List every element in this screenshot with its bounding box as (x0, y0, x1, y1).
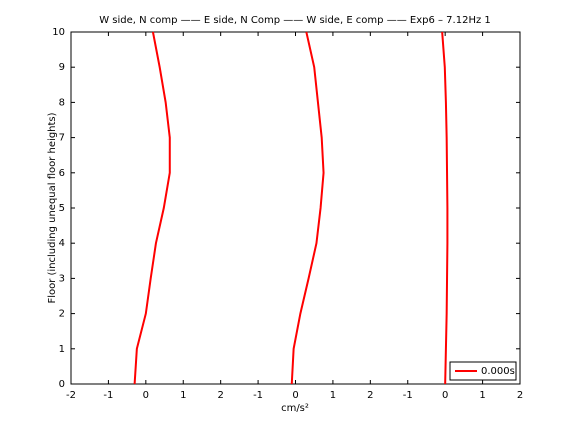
x-tick-label: 1 (180, 390, 186, 401)
x-tick-label: 1 (479, 390, 485, 401)
y-tick-label: 9 (59, 62, 65, 73)
y-tick-label: 3 (59, 273, 65, 284)
x-tick-label: 0 (292, 390, 298, 401)
y-tick-label: 2 (59, 309, 65, 320)
x-tick-label: 2 (217, 390, 223, 401)
x-tick-label: 2 (517, 390, 523, 401)
x-axis-label: cm/s² (281, 403, 309, 414)
data-line (133, 31, 171, 385)
y-tick-label: 5 (59, 203, 65, 214)
x-tick-label: -1 (403, 390, 413, 401)
y-axis-label: Floor (including unequal floor heights) (47, 112, 58, 303)
data-line (290, 31, 325, 385)
chart-title: W side, N comp —— E side, N Comp —— W si… (99, 15, 491, 26)
legend-label: 0.000s (481, 366, 515, 377)
legend-box (449, 361, 517, 381)
y-tick-label: 8 (59, 97, 65, 108)
x-tick-label: 1 (330, 390, 336, 401)
x-tick-label: -1 (253, 390, 263, 401)
y-tick-label: 0 (59, 379, 65, 390)
y-tick-label: 7 (59, 133, 65, 144)
y-tick-label: 6 (59, 168, 65, 179)
y-tick-label: 4 (59, 238, 65, 249)
data-line (441, 31, 449, 385)
x-tick-label: 2 (367, 390, 373, 401)
x-tick-label: -2 (66, 390, 76, 401)
x-tick-label: 0 (143, 390, 149, 401)
y-tick-label: 1 (59, 344, 65, 355)
y-tick-label: 10 (52, 27, 65, 38)
x-tick-label: -1 (103, 390, 113, 401)
x-tick-label: 0 (442, 390, 448, 401)
